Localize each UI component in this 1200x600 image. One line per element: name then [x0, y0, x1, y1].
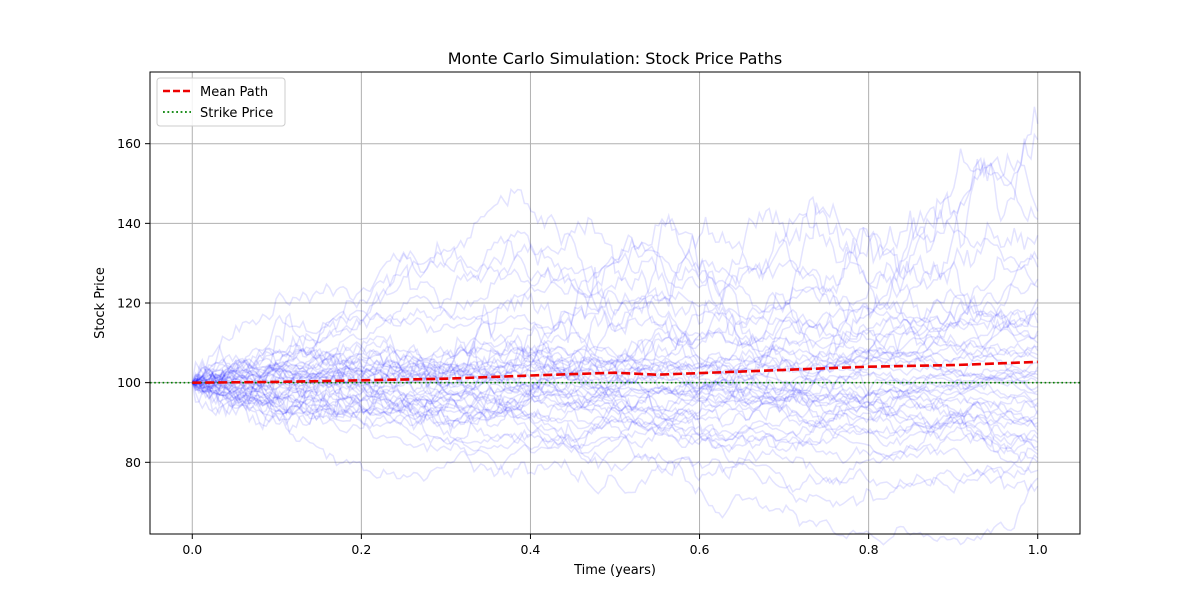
simulated-path — [191, 382, 1039, 546]
simulated-path — [191, 155, 1039, 427]
legend-label-mean-path: Mean Path — [200, 85, 268, 100]
chart-title: Monte Carlo Simulation: Stock Price Path… — [448, 49, 782, 68]
y-axis-label: Stock Price — [93, 267, 108, 339]
simulated-path — [191, 344, 1038, 420]
simulated-path — [191, 342, 1039, 446]
y-axis: 80 100 120 140 160 — [117, 136, 150, 470]
simulated-path — [191, 353, 1039, 419]
simulated-path — [192, 288, 1039, 431]
simulated-path — [191, 381, 1039, 426]
simulated-path — [191, 304, 1039, 384]
simulated-path — [191, 351, 1039, 404]
x-tick-label: 0.2 — [351, 542, 371, 557]
legend: Mean Path Strike Price — [156, 77, 286, 127]
y-tick-label: 140 — [117, 216, 141, 231]
simulated-path — [191, 281, 1039, 385]
simulated-path — [191, 371, 1038, 428]
x-tick-label: 0.4 — [521, 542, 541, 557]
simulated-path — [191, 368, 1039, 464]
simulated-path — [192, 229, 1039, 390]
simulated-path — [191, 156, 1039, 435]
simulated-path — [192, 369, 1039, 509]
simulated-path — [191, 369, 1039, 490]
simulated-path — [192, 381, 1039, 444]
x-axis: 0.0 0.2 0.4 0.6 0.8 1.0 — [182, 534, 1048, 557]
grid — [150, 72, 1080, 534]
simulated-path — [191, 298, 1039, 395]
simulated-path — [191, 216, 1039, 383]
simulated-path — [191, 365, 1039, 455]
simulated-path — [191, 378, 1038, 458]
simulated-path — [191, 350, 1038, 409]
simulated-path — [191, 240, 1039, 405]
y-tick-label: 80 — [125, 455, 141, 470]
simulated-path — [191, 354, 1039, 463]
simulated-path — [192, 343, 1038, 430]
simulated-path — [192, 300, 1039, 412]
simulated-path — [191, 367, 1039, 443]
simulated-path — [191, 367, 1039, 470]
x-axis-label: Time (years) — [573, 563, 656, 578]
simulated-path — [191, 342, 1039, 448]
simulated-paths — [191, 106, 1039, 546]
simulated-path — [191, 348, 1039, 404]
simulated-path — [192, 307, 1038, 390]
simulated-path — [191, 377, 1039, 443]
simulated-path — [192, 374, 1039, 454]
simulated-path — [191, 132, 1039, 421]
simulated-path — [191, 297, 1038, 390]
x-tick-label: 0.6 — [690, 542, 710, 557]
simulated-path — [191, 253, 1039, 423]
simulated-path — [191, 339, 1038, 493]
simulated-path — [191, 187, 1039, 388]
simulated-path — [191, 234, 1039, 402]
y-tick-label: 120 — [117, 296, 141, 311]
legend-label-strike-price: Strike Price — [200, 106, 273, 121]
simulated-path — [191, 344, 1038, 399]
y-tick-label: 100 — [117, 375, 141, 390]
simulated-path — [191, 374, 1039, 430]
x-tick-label: 0.8 — [859, 542, 879, 557]
simulated-path — [191, 355, 1038, 440]
simulated-path — [191, 341, 1039, 415]
simulated-path — [191, 106, 1039, 418]
y-tick-label: 160 — [117, 136, 141, 151]
x-tick-label: 0.0 — [182, 542, 202, 557]
x-tick-label: 1.0 — [1028, 542, 1048, 557]
series-lines — [150, 360, 1080, 384]
simulated-path — [192, 348, 1039, 402]
mean-path-line — [192, 360, 1038, 384]
simulated-path — [192, 345, 1039, 394]
